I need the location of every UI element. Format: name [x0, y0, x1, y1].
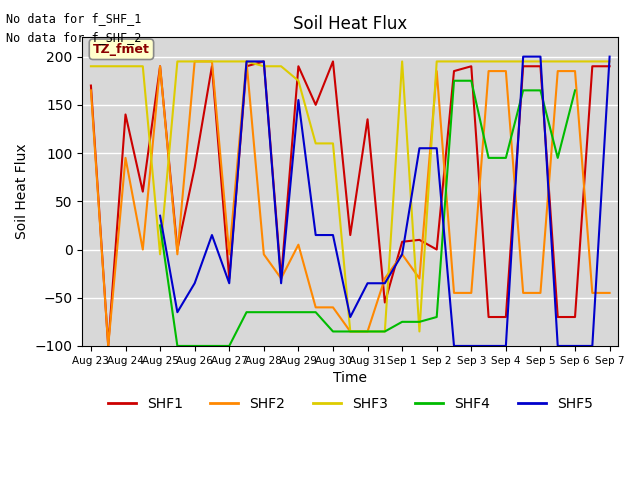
Legend: SHF1, SHF2, SHF3, SHF4, SHF5: SHF1, SHF2, SHF3, SHF4, SHF5 — [102, 391, 598, 416]
Title: Soil Heat Flux: Soil Heat Flux — [293, 15, 408, 33]
Y-axis label: Soil Heat Flux: Soil Heat Flux — [15, 144, 29, 240]
X-axis label: Time: Time — [333, 371, 367, 385]
Text: TZ_fmet: TZ_fmet — [93, 43, 150, 56]
Text: No data for f_SHF_1: No data for f_SHF_1 — [6, 12, 142, 25]
Text: No data for f_SHF_2: No data for f_SHF_2 — [6, 31, 142, 44]
